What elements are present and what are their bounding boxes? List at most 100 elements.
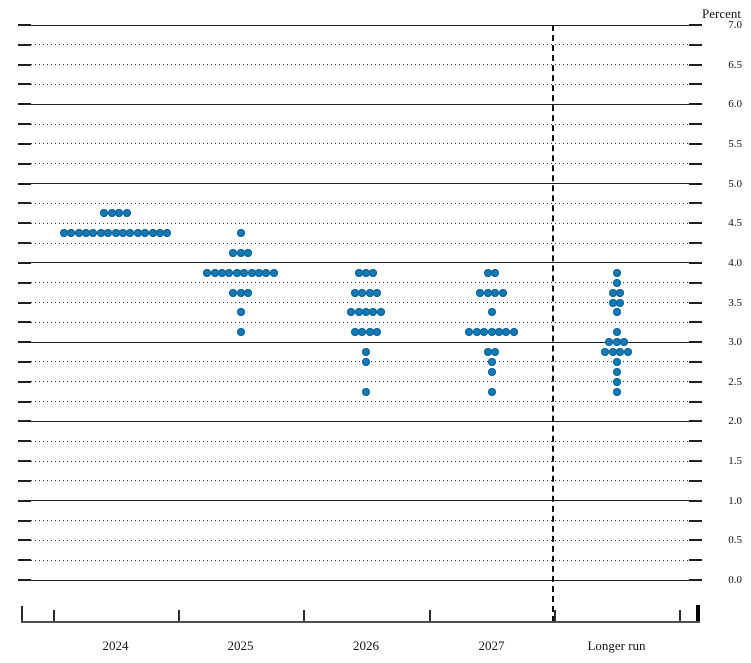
projection-dot	[243, 288, 252, 297]
projection-dot	[612, 328, 621, 337]
projection-dot	[465, 328, 474, 337]
gridline-dotted	[31, 321, 689, 323]
gridline-dotted	[31, 202, 689, 204]
gridline-right-tick	[689, 83, 702, 86]
projection-dot	[491, 268, 500, 277]
projection-dot	[229, 248, 238, 257]
projection-dot	[122, 209, 131, 218]
projection-dot	[483, 268, 492, 277]
projection-dot	[229, 288, 238, 297]
projection-dot	[347, 308, 356, 317]
gridline-solid	[18, 262, 702, 264]
gridline-right-tick	[689, 301, 702, 304]
projection-dot	[476, 288, 485, 297]
y-tick-label: 1.0	[728, 494, 742, 507]
projection-dot	[612, 377, 621, 386]
gridline-right-tick	[689, 103, 702, 106]
x-category-label: 2027	[478, 638, 505, 653]
gridline-left-tick	[18, 123, 31, 126]
projection-dot	[365, 288, 374, 297]
projection-dot	[141, 229, 150, 238]
projection-dot	[491, 348, 500, 357]
projection-dot	[369, 308, 378, 317]
projection-dot	[350, 288, 359, 297]
gridline-left-tick	[18, 103, 31, 106]
y-tick-label: 4.0	[728, 256, 742, 269]
gridline-left-tick	[18, 202, 31, 205]
gridline-dotted	[31, 282, 689, 284]
gridline-dotted	[31, 381, 689, 383]
projection-dot	[373, 288, 382, 297]
projection-dot	[115, 209, 124, 218]
gridline-dotted	[31, 242, 689, 244]
projection-dot	[203, 268, 212, 277]
y-tick-label: 6.0	[728, 98, 742, 111]
gridline-dotted	[31, 302, 689, 303]
projection-dot	[111, 229, 120, 238]
x-axis-tick	[303, 610, 305, 621]
gridline-right-tick	[689, 440, 702, 443]
y-tick-label: 3.0	[728, 336, 742, 349]
x-axis-end-tick-bold	[696, 605, 700, 621]
projection-dot	[487, 328, 496, 337]
projection-dot	[608, 348, 617, 357]
projection-dot	[498, 288, 507, 297]
gridline-dotted	[31, 64, 689, 66]
projection-dot	[619, 338, 628, 347]
y-tick-label: 3.5	[728, 296, 742, 309]
projection-dot	[148, 229, 157, 238]
projection-dot	[236, 328, 245, 337]
y-axis-title: Percent	[702, 6, 741, 21]
projection-dot	[601, 348, 610, 357]
projection-dot	[269, 268, 278, 277]
gridline-left-tick	[18, 281, 31, 284]
projection-dot	[354, 308, 363, 317]
gridline-dotted	[31, 520, 689, 522]
y-tick-label: 6.5	[728, 58, 742, 71]
projection-dot	[362, 308, 370, 317]
projection-dot	[616, 298, 625, 307]
gridline-right-tick	[689, 321, 702, 324]
projection-dot	[358, 288, 367, 297]
gridline-left-tick	[18, 519, 31, 522]
gridline-right-tick	[689, 539, 702, 542]
gridline-left-tick	[18, 162, 31, 165]
projection-dot	[608, 288, 617, 297]
y-tick-label: 1.5	[728, 455, 742, 468]
projection-dot	[247, 268, 256, 277]
projection-dot	[210, 268, 219, 277]
gridline-dotted	[31, 83, 689, 85]
gridline-left-tick	[18, 341, 31, 344]
x-axis-tick	[178, 610, 180, 621]
projection-dot	[155, 229, 164, 238]
projection-dot	[362, 357, 370, 366]
gridline-right-tick	[689, 202, 702, 205]
gridline-right-tick	[689, 519, 702, 522]
gridline-solid	[18, 420, 702, 422]
projection-dot	[118, 229, 127, 238]
gridline-left-tick	[18, 301, 31, 304]
gridline-solid	[18, 103, 702, 105]
gridline-left-tick	[18, 24, 31, 26]
gridline-dotted	[31, 123, 689, 125]
gridline-right-tick	[689, 43, 702, 46]
projection-dot	[373, 328, 382, 337]
x-axis-tick	[554, 610, 556, 621]
projection-dot	[236, 288, 245, 297]
projection-dot	[487, 357, 496, 366]
projection-dot	[362, 387, 370, 396]
projection-dot	[616, 288, 625, 297]
projection-dot	[612, 278, 621, 287]
projection-dot	[362, 268, 370, 277]
x-axis-line	[21, 621, 700, 623]
y-tick-label: 5.5	[728, 137, 742, 150]
gridline-left-tick	[18, 440, 31, 443]
gridline-right-tick	[689, 24, 702, 26]
projection-dot	[480, 328, 489, 337]
gridline-solid	[18, 341, 702, 343]
gridline-left-tick	[18, 420, 31, 423]
y-tick-label: 2.5	[728, 375, 742, 388]
gridline-right-tick	[689, 261, 702, 264]
gridline-right-tick	[689, 559, 702, 562]
